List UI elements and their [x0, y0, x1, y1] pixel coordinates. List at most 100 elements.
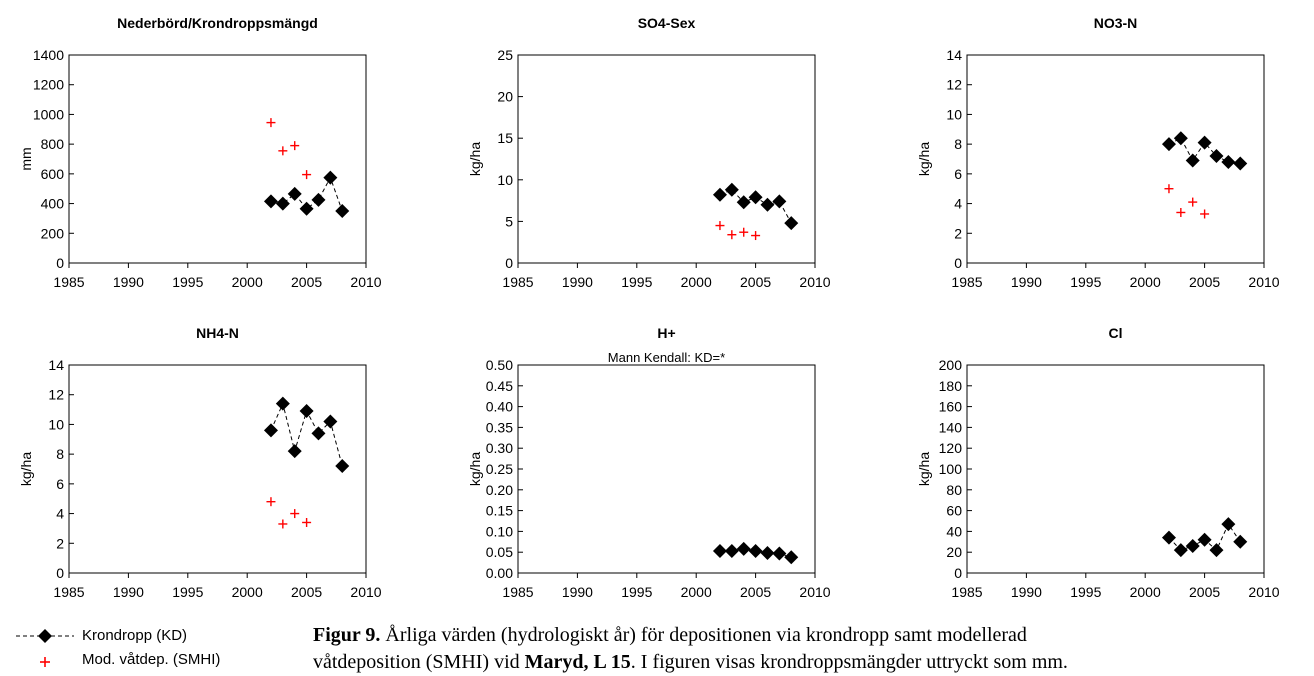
x-tick-label: 1990: [562, 584, 593, 600]
krondropp-point: [1173, 543, 1188, 558]
krondropp-point: [323, 170, 338, 185]
krondropp-point: [736, 195, 751, 210]
x-tick-label: 2005: [1189, 584, 1220, 600]
krondropp-point: [287, 444, 302, 459]
krondropp-point: [760, 197, 775, 212]
krondropp-point: [311, 426, 326, 441]
y-tick-label: 8: [56, 446, 64, 462]
x-tick-label: 2000: [232, 274, 263, 290]
plot-area-frame: [68, 54, 367, 264]
krondropp-point: [748, 543, 763, 558]
x-tick-label: 1985: [951, 274, 982, 290]
y-tick-label: 600: [41, 166, 65, 182]
y-axis-label: kg/ha: [467, 452, 483, 486]
x-tick-label: 1990: [113, 274, 144, 290]
x-tick-label: 1985: [53, 274, 84, 290]
krondropp-point: [1209, 543, 1224, 558]
caption-site-name: Maryd, L 15: [524, 651, 631, 673]
chart-panel: NH4-N 0 2 4 6 8 10 12 14 1985 1990 1995 2000 2005 2010…: [18, 325, 382, 600]
smhi-point: [266, 118, 276, 128]
smhi-point: [1188, 197, 1198, 207]
smhi-point: [751, 231, 761, 241]
krondropp-point: [712, 187, 727, 202]
krondropp-point: [335, 204, 350, 218]
y-tick-label: 0: [954, 565, 962, 581]
caption-figure-label: Figur 9.: [313, 624, 381, 646]
plot-area-frame: [517, 364, 816, 574]
y-tick-label: 0.50: [486, 357, 513, 373]
x-tick-label: 2010: [799, 584, 830, 600]
smhi-point: [302, 517, 312, 527]
smhi-point: [302, 170, 312, 180]
krondropp-point: [1197, 532, 1212, 547]
x-tick-label: 2010: [1248, 274, 1279, 290]
caption-text-1: Årliga värden (hydrologiskt år) för depo…: [380, 624, 1027, 646]
y-tick-label: 40: [946, 523, 962, 539]
chart-title: Nederbörd/Krondroppsmängd: [117, 15, 318, 31]
y-tick-label: 0: [954, 255, 962, 271]
y-tick-label: 8: [954, 136, 962, 152]
y-tick-label: 12: [48, 387, 64, 403]
x-tick-label: 2005: [740, 584, 771, 600]
y-tick-label: 0: [56, 565, 64, 581]
y-tick-label: 6: [954, 166, 962, 182]
plot-area-frame: [68, 364, 367, 574]
krondropp-point: [724, 543, 739, 558]
krondropp-point: [712, 543, 727, 558]
x-tick-label: 2010: [350, 584, 381, 600]
x-tick-label: 1990: [113, 584, 144, 600]
krondropp-point: [275, 396, 290, 411]
x-tick-label: 2000: [681, 584, 712, 600]
smhi-point: [739, 227, 749, 237]
y-tick-label: 2: [954, 225, 962, 241]
y-tick-label: 0: [505, 255, 513, 271]
chart-panel: SO4-Sex 0 5 10 15 20 25 1985 1990 1995 2000 2005 201…: [467, 15, 831, 290]
chart-subtitle: Mann Kendall: KD=*: [608, 350, 725, 365]
smhi-point: [727, 230, 737, 240]
y-tick-label: 25: [497, 47, 513, 63]
smhi-point: [1164, 184, 1174, 194]
x-tick-label: 1985: [502, 584, 533, 600]
x-tick-label: 2000: [681, 274, 712, 290]
y-axis-label: kg/ha: [467, 142, 483, 176]
krondropp-point: [748, 190, 763, 205]
y-tick-label: 10: [48, 416, 64, 432]
y-tick-label: 80: [946, 482, 962, 498]
krondropp-point: [760, 546, 775, 561]
x-tick-label: 2005: [1189, 274, 1220, 290]
chart-panel: Cl 0 20 40 60 80 100 120 140 160 180 200 1985 1990 199…: [916, 325, 1280, 600]
y-tick-label: 14: [48, 357, 64, 373]
krondropp-point: [1233, 156, 1248, 171]
smhi-point: [1176, 207, 1186, 217]
plus-marker-icon: [40, 657, 50, 667]
y-tick-label: 800: [41, 136, 65, 152]
caption-text-3: . I figuren visas krondroppsmängder uttr…: [630, 651, 1068, 673]
krondropp-point: [1221, 517, 1236, 532]
y-tick-label: 0.40: [486, 399, 513, 415]
y-tick-label: 0.35: [486, 419, 513, 435]
y-tick-label: 60: [946, 503, 962, 519]
krondropp-point: [287, 186, 302, 201]
y-tick-label: 20: [946, 544, 962, 560]
y-tick-label: 12: [946, 77, 962, 93]
y-tick-label: 10: [497, 172, 513, 188]
krondropp-point: [736, 541, 751, 556]
x-tick-label: 1995: [621, 584, 652, 600]
y-tick-label: 20: [497, 89, 513, 105]
krondropp-point: [784, 550, 799, 565]
x-tick-label: 1995: [621, 274, 652, 290]
x-tick-label: 2010: [1248, 584, 1279, 600]
legend-label-krondropp: Krondropp (KD): [82, 627, 188, 644]
y-axis-label: kg/ha: [916, 452, 932, 486]
x-tick-label: 1985: [502, 274, 533, 290]
chart-panel: NO3-N 0 2 4 6 8 10 12 14 1985 1990 1995 2000 2005 2010…: [916, 15, 1280, 290]
y-axis-label: kg/ha: [916, 142, 932, 176]
chart-panel: Nederbörd/Krondroppsmängd 0 200 400 600 800 10…: [18, 15, 382, 290]
krondropp-point: [263, 423, 278, 438]
smhi-point: [290, 141, 300, 151]
y-tick-label: 5: [505, 213, 513, 229]
krondropp-point: [772, 194, 787, 209]
y-tick-label: 0.20: [486, 482, 513, 498]
caption-line-1: Figur 9. Årliga värden (hydrologiskt år)…: [313, 622, 1313, 649]
y-tick-label: 1000: [33, 106, 64, 122]
